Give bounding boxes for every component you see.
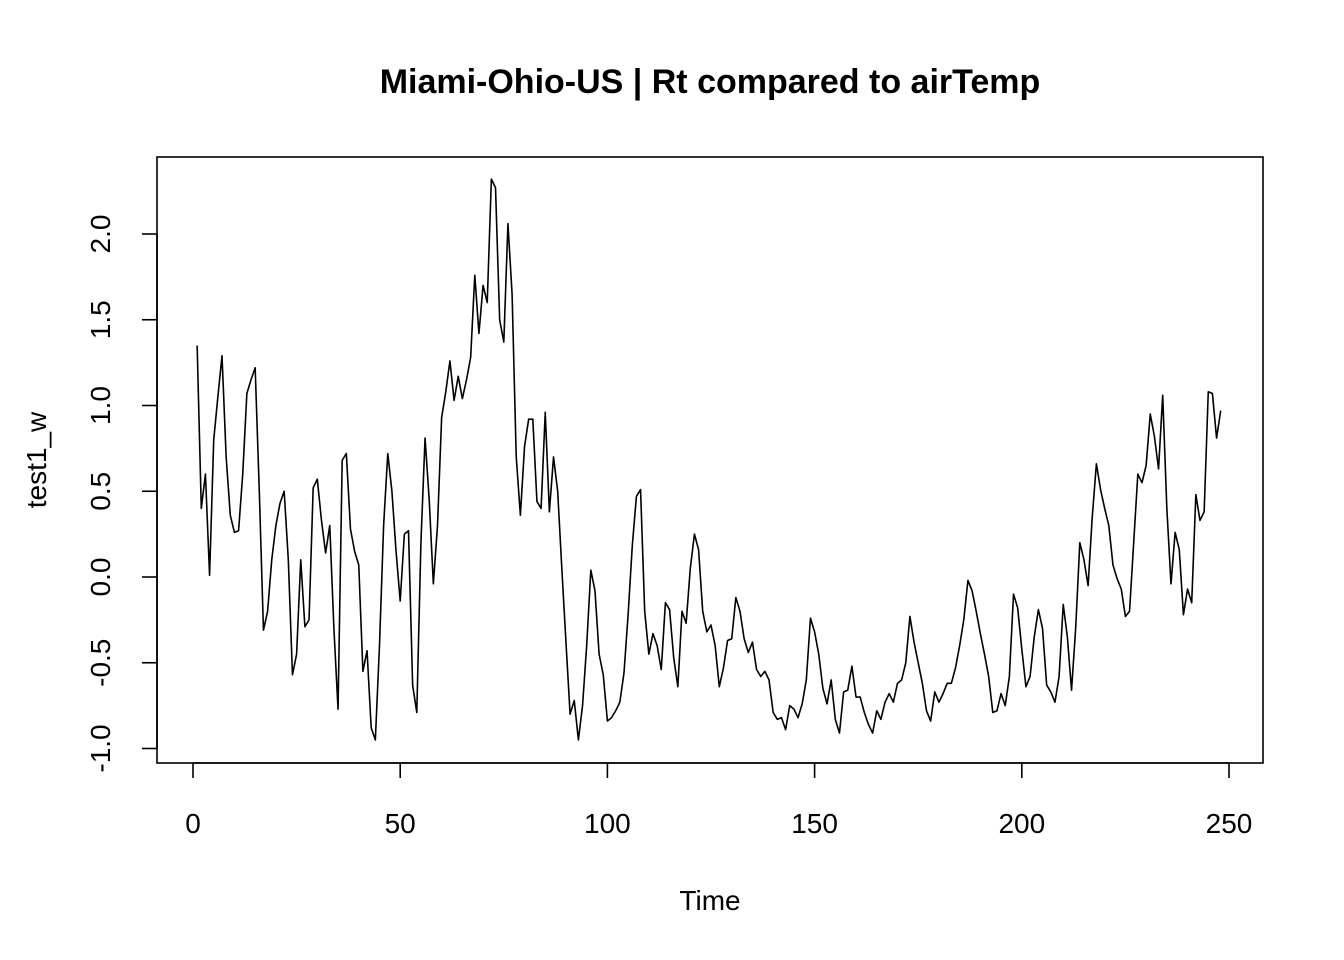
chart-title: Miami-Ohio-US | Rt compared to airTemp: [380, 63, 1041, 101]
x-tick-label: 100: [584, 808, 631, 839]
series-line: [196, 178, 1222, 741]
plot-frame: [156, 156, 1264, 764]
y-tick-label: 0.0: [85, 558, 116, 597]
x-tick-label: 150: [791, 808, 838, 839]
y-tick-label: -1.0: [85, 724, 116, 772]
y-tick-label: 1.5: [85, 300, 116, 339]
x-axis: 0 50 100 150 200 250: [185, 762, 1253, 839]
y-tick-label: 2.0: [85, 215, 116, 254]
x-tick-label: 200: [998, 808, 1045, 839]
x-tick-label: 0: [185, 808, 201, 839]
x-axis-label: Time: [679, 885, 740, 916]
y-axis: -1.0 -0.5 0.0 0.5 1.0 1.5 2.0: [85, 215, 158, 773]
x-tick-label: 50: [385, 808, 416, 839]
y-tick-label: -0.5: [85, 639, 116, 687]
y-axis-label: test1_w: [21, 411, 52, 508]
x-tick-label: 250: [1206, 808, 1253, 839]
y-tick-label: 1.0: [85, 386, 116, 425]
y-tick-label: 0.5: [85, 472, 116, 511]
